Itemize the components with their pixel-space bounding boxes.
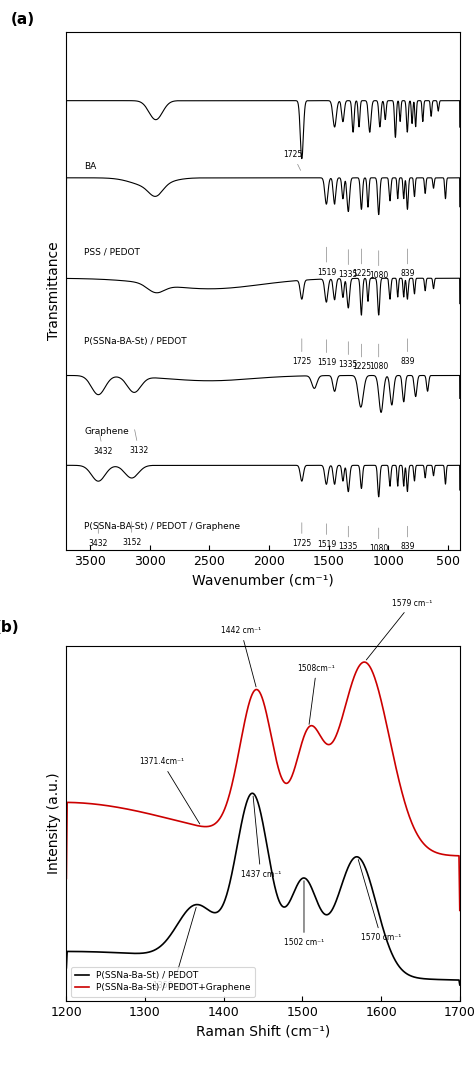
Legend: P(SSNa-Ba-St) / PEDOT, P(SSNa-Ba-St) / PEDOT+Graphene: P(SSNa-Ba-St) / PEDOT, P(SSNa-Ba-St) / P… [71,967,255,997]
Text: 3432: 3432 [93,430,113,456]
X-axis label: Raman Shift (cm⁻¹): Raman Shift (cm⁻¹) [196,1025,330,1038]
Text: (a): (a) [11,12,35,27]
Text: 1442 cm⁻¹: 1442 cm⁻¹ [221,626,261,687]
Text: 1080: 1080 [369,528,388,553]
Text: 1570 cm⁻¹: 1570 cm⁻¹ [358,859,401,943]
Text: 1080: 1080 [369,344,388,372]
Text: BA: BA [84,163,97,171]
P(SSNa-Ba-St) / PEDOT [237,826,243,839]
Text: 1502 cm⁻¹: 1502 cm⁻¹ [284,881,324,947]
Text: Graphene: Graphene [84,427,129,436]
Line: P(SSNa-Ba-St) / PEDOT: P(SSNa-Ba-St) / PEDOT [66,793,460,985]
P(SSNa-Ba-St) / PEDOT [334,892,340,905]
Text: 1725: 1725 [292,339,311,366]
Text: 1080: 1080 [369,250,388,280]
P(SSNa-Ba-St) / PEDOT+Graphene [371,668,376,681]
Y-axis label: Transmittance: Transmittance [47,242,61,340]
P(SSNa-Ba-St) / PEDOT+Graphene [334,728,339,741]
P(SSNa-Ba-St) / PEDOT+Graphene [362,656,367,669]
Text: 1579 cm⁻¹: 1579 cm⁻¹ [366,599,432,660]
X-axis label: Wavenumber (cm⁻¹): Wavenumber (cm⁻¹) [192,573,334,587]
Text: 1725: 1725 [283,150,302,170]
P(SSNa-Ba-St) / PEDOT+Graphene [104,799,109,812]
Text: 839: 839 [400,526,415,552]
Y-axis label: Intensity (a.u.): Intensity (a.u.) [47,773,61,874]
P(SSNa-Ba-St) / PEDOT [457,979,463,992]
P(SSNa-Ba-St) / PEDOT [378,914,383,927]
Text: P(SSNa-BA-St) / PEDOT: P(SSNa-BA-St) / PEDOT [84,337,187,346]
Text: 3152: 3152 [122,522,141,547]
Text: 1366 cm⁻¹: 1366 cm⁻¹ [153,907,196,989]
Text: 1519: 1519 [317,524,336,550]
P(SSNa-Ba-St) / PEDOT [223,892,228,905]
Text: 1508cm⁻¹: 1508cm⁻¹ [298,663,336,724]
Text: 1335: 1335 [338,526,358,552]
Text: P(SSNa-BA-St) / PEDOT / Graphene: P(SSNa-BA-St) / PEDOT / Graphene [84,522,240,530]
P(SSNa-Ba-St) / PEDOT+Graphene [378,692,383,705]
P(SSNa-Ba-St) / PEDOT [64,962,69,974]
P(SSNa-Ba-St) / PEDOT+Graphene [457,904,463,917]
Text: 1725: 1725 [292,523,311,548]
Text: 3132: 3132 [129,429,148,455]
Text: 1225: 1225 [352,249,371,278]
Text: PSS / PEDOT: PSS / PEDOT [84,247,140,256]
Text: 1519: 1519 [317,340,336,367]
Text: 1519: 1519 [317,247,336,277]
P(SSNa-Ba-St) / PEDOT [104,946,109,958]
Text: 1437 cm⁻¹: 1437 cm⁻¹ [241,797,281,879]
P(SSNa-Ba-St) / PEDOT [249,787,255,800]
P(SSNa-Ba-St) / PEDOT+Graphene [223,801,228,814]
Line: P(SSNa-Ba-St) / PEDOT+Graphene: P(SSNa-Ba-St) / PEDOT+Graphene [66,662,460,911]
Text: 1225: 1225 [352,344,371,372]
P(SSNa-Ba-St) / PEDOT+Graphene [64,872,69,885]
Text: 3432: 3432 [89,523,108,548]
Text: (b): (b) [0,620,19,636]
Text: 839: 839 [400,249,415,278]
Text: 1371.4cm⁻¹: 1371.4cm⁻¹ [139,757,200,824]
Text: 1335: 1335 [338,249,358,279]
Text: 839: 839 [400,339,415,366]
Text: 1335: 1335 [338,342,358,370]
P(SSNa-Ba-St) / PEDOT+Graphene [237,741,243,754]
P(SSNa-Ba-St) / PEDOT [371,887,376,900]
